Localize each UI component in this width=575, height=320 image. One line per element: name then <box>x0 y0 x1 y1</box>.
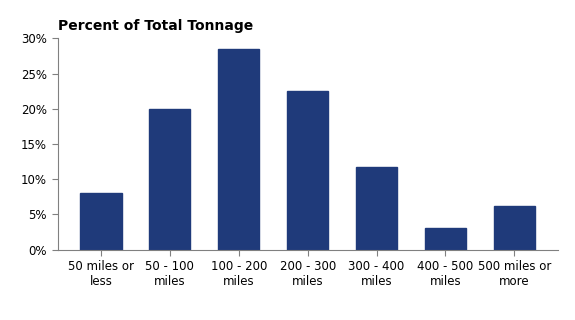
Bar <box>81 193 121 250</box>
Text: Percent of Total Tonnage: Percent of Total Tonnage <box>58 19 253 33</box>
Bar <box>494 206 535 250</box>
Bar <box>287 91 328 250</box>
Bar <box>425 228 466 250</box>
Bar <box>356 166 397 250</box>
Bar <box>218 49 259 250</box>
Bar <box>149 109 190 250</box>
